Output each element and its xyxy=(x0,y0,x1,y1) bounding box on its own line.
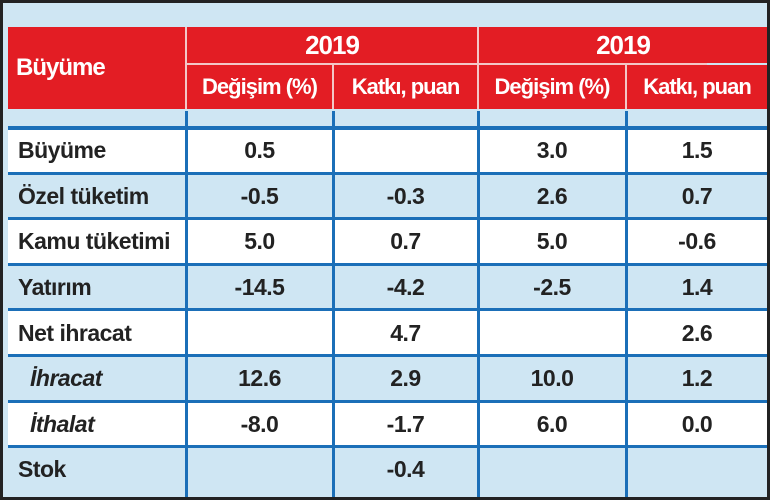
divider xyxy=(187,63,477,65)
table-row xyxy=(8,310,767,356)
row-label: Net ihracat xyxy=(18,319,132,346)
divider xyxy=(479,63,707,65)
table-row xyxy=(8,264,767,311)
table-row xyxy=(8,356,767,402)
header-col-contrib-1: Katkı, puan xyxy=(334,65,477,109)
col-label: Katkı, puan xyxy=(643,74,752,99)
header-col-change-1: Değişim (%) xyxy=(187,65,332,109)
table-row xyxy=(8,219,767,265)
value-cell: 4.7 xyxy=(390,319,421,346)
value-cell xyxy=(187,447,332,493)
header-col-change-2: Değişim (%) xyxy=(479,65,625,109)
table-row xyxy=(8,447,767,493)
row-label: Stok xyxy=(18,456,66,483)
header-row-label: Büyüme xyxy=(16,54,106,81)
year-label: 2019 xyxy=(596,29,651,60)
row-divider xyxy=(8,445,767,449)
value-cell: -14.5 xyxy=(234,274,285,301)
table-row xyxy=(8,173,767,220)
value-cell: 5.0 xyxy=(244,228,275,255)
value-cell: -4.2 xyxy=(386,274,425,301)
value-cell: 2.9 xyxy=(390,365,421,392)
row-label: İthalat xyxy=(30,410,95,437)
value-cell xyxy=(627,447,767,493)
row-label: Yatırım xyxy=(18,274,92,301)
row-label: Büyüme xyxy=(18,137,106,164)
value-cell: 0.7 xyxy=(390,228,421,255)
year-label: 2019 xyxy=(305,29,360,60)
row-divider xyxy=(8,171,767,175)
value-cell: 12.6 xyxy=(238,365,281,392)
value-cell: -0.3 xyxy=(386,182,425,209)
value-cell xyxy=(479,310,625,356)
row-divider xyxy=(8,354,767,357)
row-label: Özel tüketim xyxy=(18,182,149,209)
value-cell: 1.2 xyxy=(681,365,713,392)
value-cell: -0.6 xyxy=(678,228,716,255)
divider xyxy=(477,27,479,109)
value-cell: -0.5 xyxy=(240,182,279,209)
value-cell: 3.0 xyxy=(536,137,568,164)
divider xyxy=(625,63,627,109)
header-year-2: 2019 xyxy=(479,27,767,63)
divider xyxy=(332,63,334,109)
row-divider xyxy=(8,126,767,130)
header-row-label-cell: Büyüme xyxy=(8,27,185,109)
value-cell: 10.0 xyxy=(530,365,574,392)
value-cell xyxy=(334,128,477,174)
value-cell: 2.6 xyxy=(536,182,568,209)
table-row xyxy=(8,128,767,174)
value-cell xyxy=(479,447,625,493)
header-year-1: 2019 xyxy=(187,27,477,63)
value-cell: 0.5 xyxy=(244,137,275,164)
divider xyxy=(185,27,187,109)
value-cell: 1.4 xyxy=(681,274,713,301)
row-divider xyxy=(8,308,767,312)
value-cell: 0.7 xyxy=(681,182,713,209)
row-divider xyxy=(8,262,767,266)
row-divider xyxy=(8,399,767,403)
value-cell: -1.7 xyxy=(386,410,425,437)
value-cell: 1.5 xyxy=(681,137,713,164)
value-cell: -2.5 xyxy=(533,274,571,301)
col-label: Katkı, puan xyxy=(351,74,461,99)
col-label: Değişim (%) xyxy=(202,74,318,99)
value-cell: -0.4 xyxy=(386,456,425,483)
value-cell: -8.0 xyxy=(240,410,279,437)
column-divider xyxy=(477,111,480,497)
table-row xyxy=(8,401,767,448)
value-cell: 6.0 xyxy=(536,410,568,437)
value-cell: 0.0 xyxy=(681,410,713,437)
value-cell: 2.6 xyxy=(681,319,713,346)
header-col-contrib-2: Katkı, puan xyxy=(627,65,767,109)
value-cell: 5.0 xyxy=(536,228,568,255)
row-label: Kamu tüketimi xyxy=(18,228,170,255)
column-divider xyxy=(625,111,628,497)
col-label: Değişim (%) xyxy=(494,74,611,99)
row-label: İhracat xyxy=(30,365,102,392)
growth-table: Büyüme 2019 2019 Değişim (%) Katkı, puan… xyxy=(3,3,767,497)
value-cell xyxy=(187,310,332,356)
row-divider xyxy=(8,217,767,221)
column-divider xyxy=(185,111,188,497)
column-divider xyxy=(332,111,335,497)
